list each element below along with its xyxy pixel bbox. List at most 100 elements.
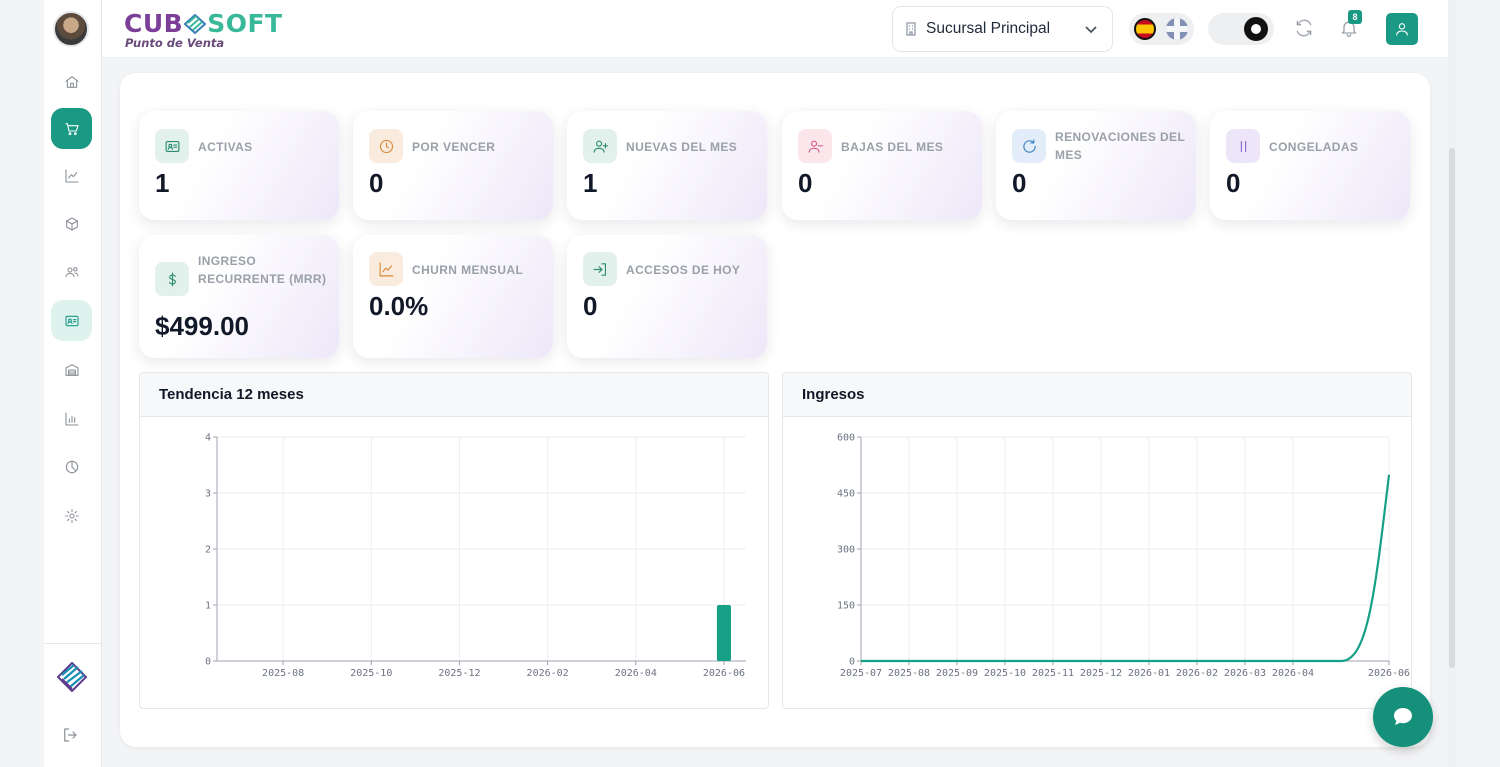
- stat-value: 0.0%: [369, 291, 429, 321]
- stat-label: ACTIVAS: [198, 140, 253, 154]
- branch-selector[interactable]: Sucursal Principal: [892, 6, 1113, 52]
- y-tick-label: 150: [837, 601, 855, 612]
- x-tick-label: 2026-02: [1176, 668, 1218, 679]
- stat-label: NUEVAS DEL MES: [626, 140, 738, 154]
- stat-card-renewals-month: RENOVACIONES DEL MES 0: [996, 111, 1196, 220]
- sidebar-item-reports[interactable]: [51, 398, 92, 439]
- sidebar-divider: [44, 643, 102, 644]
- stat-value: 1: [583, 168, 598, 198]
- stat-value: 0: [1226, 168, 1241, 198]
- id-card-icon: [155, 129, 189, 163]
- spain-flag-icon[interactable]: [1134, 18, 1156, 40]
- stat-card-churn: CHURN MENSUAL 0.0%: [353, 235, 553, 358]
- language-switcher[interactable]: [1129, 13, 1194, 45]
- x-tick-label: 2026-04: [1272, 668, 1314, 679]
- sidebar: [44, 0, 102, 767]
- chevron-down-icon: [1084, 22, 1098, 36]
- page-scrollbar-thumb[interactable]: [1449, 148, 1455, 668]
- x-tick-label: 2025-08: [888, 668, 930, 679]
- stat-value: 1: [155, 168, 170, 198]
- sun-icon: [1244, 17, 1268, 41]
- login-icon: [583, 252, 617, 286]
- x-tick-label: 2025-10: [350, 668, 392, 679]
- stat-label: ACCESOS DE HOY: [626, 263, 741, 277]
- users-icon: [64, 266, 79, 277]
- user-menu-button[interactable]: [1386, 13, 1418, 45]
- uk-flag-icon[interactable]: [1166, 18, 1188, 40]
- stat-label: POR VENCER: [412, 140, 496, 154]
- chat-button[interactable]: [1373, 687, 1433, 747]
- user-plus-icon: [583, 129, 617, 163]
- revenue-chart-card: Ingresos 0 150 300 450 600 2025-07 2025-08 2025…: [782, 372, 1412, 709]
- stat-card-frozen: CONGELADAS 0: [1210, 111, 1410, 220]
- bar-chart-icon: [64, 411, 79, 426]
- logout-icon: [64, 728, 77, 742]
- sidebar-item-analytics[interactable]: [51, 155, 92, 196]
- brand-name-part2: SOFT: [207, 9, 283, 38]
- y-tick-label: 600: [837, 433, 855, 444]
- x-tick-label: 2026-01: [1128, 668, 1170, 679]
- dollar-icon: [155, 262, 189, 296]
- sidebar-item-memberships[interactable]: [51, 300, 92, 341]
- trend-chart-card: Tendencia 12 meses 0 1 2 3 4 2025-08 2025-10 20…: [139, 372, 769, 709]
- refresh-button[interactable]: [1294, 18, 1316, 40]
- brand-tagline: Punto de Venta: [125, 36, 225, 50]
- gear-icon: [64, 508, 79, 523]
- refresh-icon: [1296, 19, 1312, 37]
- sidebar-item-settings[interactable]: [51, 495, 92, 536]
- logout-button[interactable]: [61, 726, 83, 748]
- stat-value: 0: [798, 168, 813, 198]
- x-tick-label: 2026-02: [527, 668, 569, 679]
- stat-label: INGRESO RECURRENTE (MRR): [198, 254, 327, 286]
- chart-bar: [716, 605, 732, 661]
- trend-icon: [369, 252, 403, 286]
- user-avatar[interactable]: [53, 11, 89, 47]
- top-header: CUB SOFT Punto de Venta Sucursal Principa…: [102, 0, 1448, 58]
- stat-value: 0: [1012, 168, 1027, 198]
- y-tick-label: 0: [849, 657, 855, 668]
- id-card-icon: [64, 315, 79, 326]
- stat-label: RENOVACIONES DEL MES: [1055, 130, 1185, 162]
- stat-card-new-month: NUEVAS DEL MES 1: [567, 111, 767, 220]
- stat-card-active: ACTIVAS 1: [139, 111, 339, 220]
- sidebar-item-warehouse[interactable]: [51, 349, 92, 390]
- x-tick-label: 2026-06: [1368, 668, 1410, 679]
- x-tick-label: 2026-06: [703, 668, 745, 679]
- refresh-icon: [1012, 129, 1046, 163]
- user-minus-icon: [798, 129, 832, 163]
- sidebar-item-inventory[interactable]: [51, 203, 92, 244]
- sidebar-item-customers[interactable]: [51, 251, 92, 292]
- x-tick-label: 2025-12: [1080, 668, 1122, 679]
- clock-icon: [65, 460, 78, 473]
- y-tick-label: 450: [837, 489, 855, 500]
- sidebar-item-home[interactable]: [51, 61, 92, 102]
- x-tick-label: 2025-11: [1032, 668, 1074, 679]
- y-tick-label: 4: [205, 433, 211, 444]
- sidebar-item-history[interactable]: [51, 446, 92, 487]
- trend-chart: 0 1 2 3 4 2025-08 2025-10 2025-12 2026-02 2026-04…: [205, 433, 746, 679]
- x-tick-label: 2025-10: [984, 668, 1026, 679]
- stat-label: CONGELADAS: [1269, 140, 1359, 154]
- x-tick-label: 2025-07: [840, 668, 882, 679]
- sidebar-item-sales[interactable]: [51, 108, 92, 149]
- stat-card-expiring: POR VENCER 0: [353, 111, 553, 220]
- moon-icon: [1217, 22, 1222, 36]
- dashboard-card: ACTIVAS 1 POR VENCER 0 NUEVAS DEL MES 1 …: [120, 73, 1430, 747]
- chart-title: Tendencia 12 meses: [140, 373, 768, 417]
- clock-icon: [369, 129, 403, 163]
- cart-icon: [64, 122, 79, 135]
- x-tick-label: 2026-04: [615, 668, 657, 679]
- brand-logo[interactable]: CUB SOFT Punto de Venta: [124, 10, 283, 49]
- stat-value: 0: [369, 168, 384, 198]
- stat-card-mrr: INGRESO RECURRENTE (MRR) $499.00: [139, 235, 339, 358]
- stat-label: BAJAS DEL MES: [841, 140, 944, 154]
- user-icon: [1396, 23, 1408, 36]
- building-icon: [905, 22, 917, 36]
- notifications-badge: 8: [1348, 10, 1362, 24]
- chart-title: Ingresos: [783, 373, 1411, 417]
- theme-toggle[interactable]: [1208, 13, 1274, 45]
- brand-name-part1: CUB: [124, 9, 184, 38]
- y-tick-label: 2: [205, 545, 211, 556]
- y-tick-label: 0: [205, 657, 211, 668]
- box-icon: [65, 216, 78, 231]
